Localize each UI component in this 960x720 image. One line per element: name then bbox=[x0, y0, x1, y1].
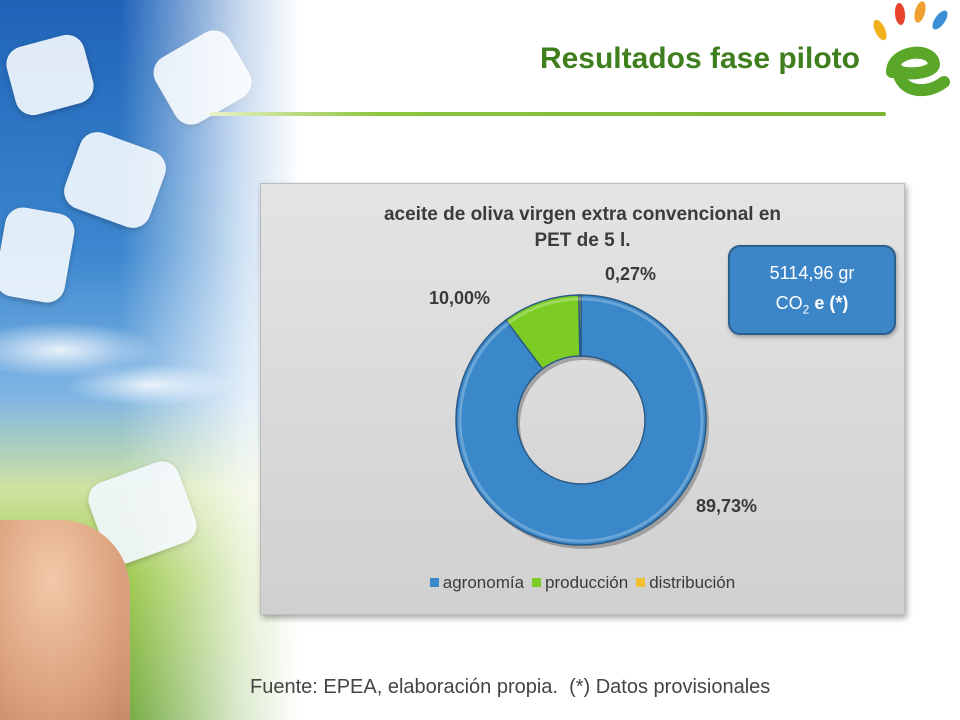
data-label-agronomía: 89,73% bbox=[696, 496, 757, 516]
legend-label-distribución: distribución bbox=[649, 573, 736, 592]
chart-title-line-1: aceite de oliva virgen extra convenciona… bbox=[383, 204, 782, 225]
legend-swatch-distribución bbox=[636, 578, 646, 588]
co2-unit-suffix: e (*) bbox=[809, 293, 849, 313]
co2-total-value: 5114,96 gr bbox=[769, 263, 855, 283]
data-label-distribución: 0,27% bbox=[605, 264, 656, 284]
donut-highlight bbox=[458, 297, 704, 543]
donut-slice-distribución bbox=[578, 294, 582, 357]
donut-chart: 89,73% 10,00% 0,27% bbox=[429, 264, 757, 549]
background-fade bbox=[0, 0, 300, 720]
legend-label-agronomía: agronomía bbox=[442, 573, 525, 592]
chart-title-line-2: PET de 5 l. bbox=[534, 230, 631, 251]
chart-legend: agronomía producción distribución bbox=[261, 573, 904, 593]
slide-title: Resultados fase piloto bbox=[539, 42, 860, 75]
co2-total-callout: 5114,96 gr CO2 e (*) bbox=[728, 245, 896, 335]
co2-unit-subscript: 2 bbox=[802, 302, 810, 317]
donut-slice-agronomía bbox=[455, 294, 707, 546]
data-label-producción: 10,00% bbox=[429, 288, 490, 308]
chart-title: aceite de oliva virgen extra convenciona… bbox=[261, 202, 904, 254]
title-underline bbox=[210, 112, 886, 116]
legend-item-distribución: distribución bbox=[636, 573, 735, 593]
co2-unit: CO2 e (*) bbox=[730, 293, 894, 317]
co2-unit-prefix: CO bbox=[775, 293, 803, 313]
legend-item-producción: producción bbox=[532, 573, 628, 593]
e-logo-icon bbox=[873, 1, 950, 97]
legend-item-agronomía: agronomía bbox=[429, 573, 525, 593]
source-footnote: Fuente: EPEA, elaboración propia. (*) Da… bbox=[250, 676, 771, 698]
legend-label-producción: producción bbox=[545, 573, 629, 592]
legend-swatch-agronomía bbox=[429, 578, 439, 588]
chart-panel: aceite de oliva virgen extra convenciona… bbox=[260, 183, 905, 615]
legend-swatch-producción bbox=[532, 578, 542, 588]
